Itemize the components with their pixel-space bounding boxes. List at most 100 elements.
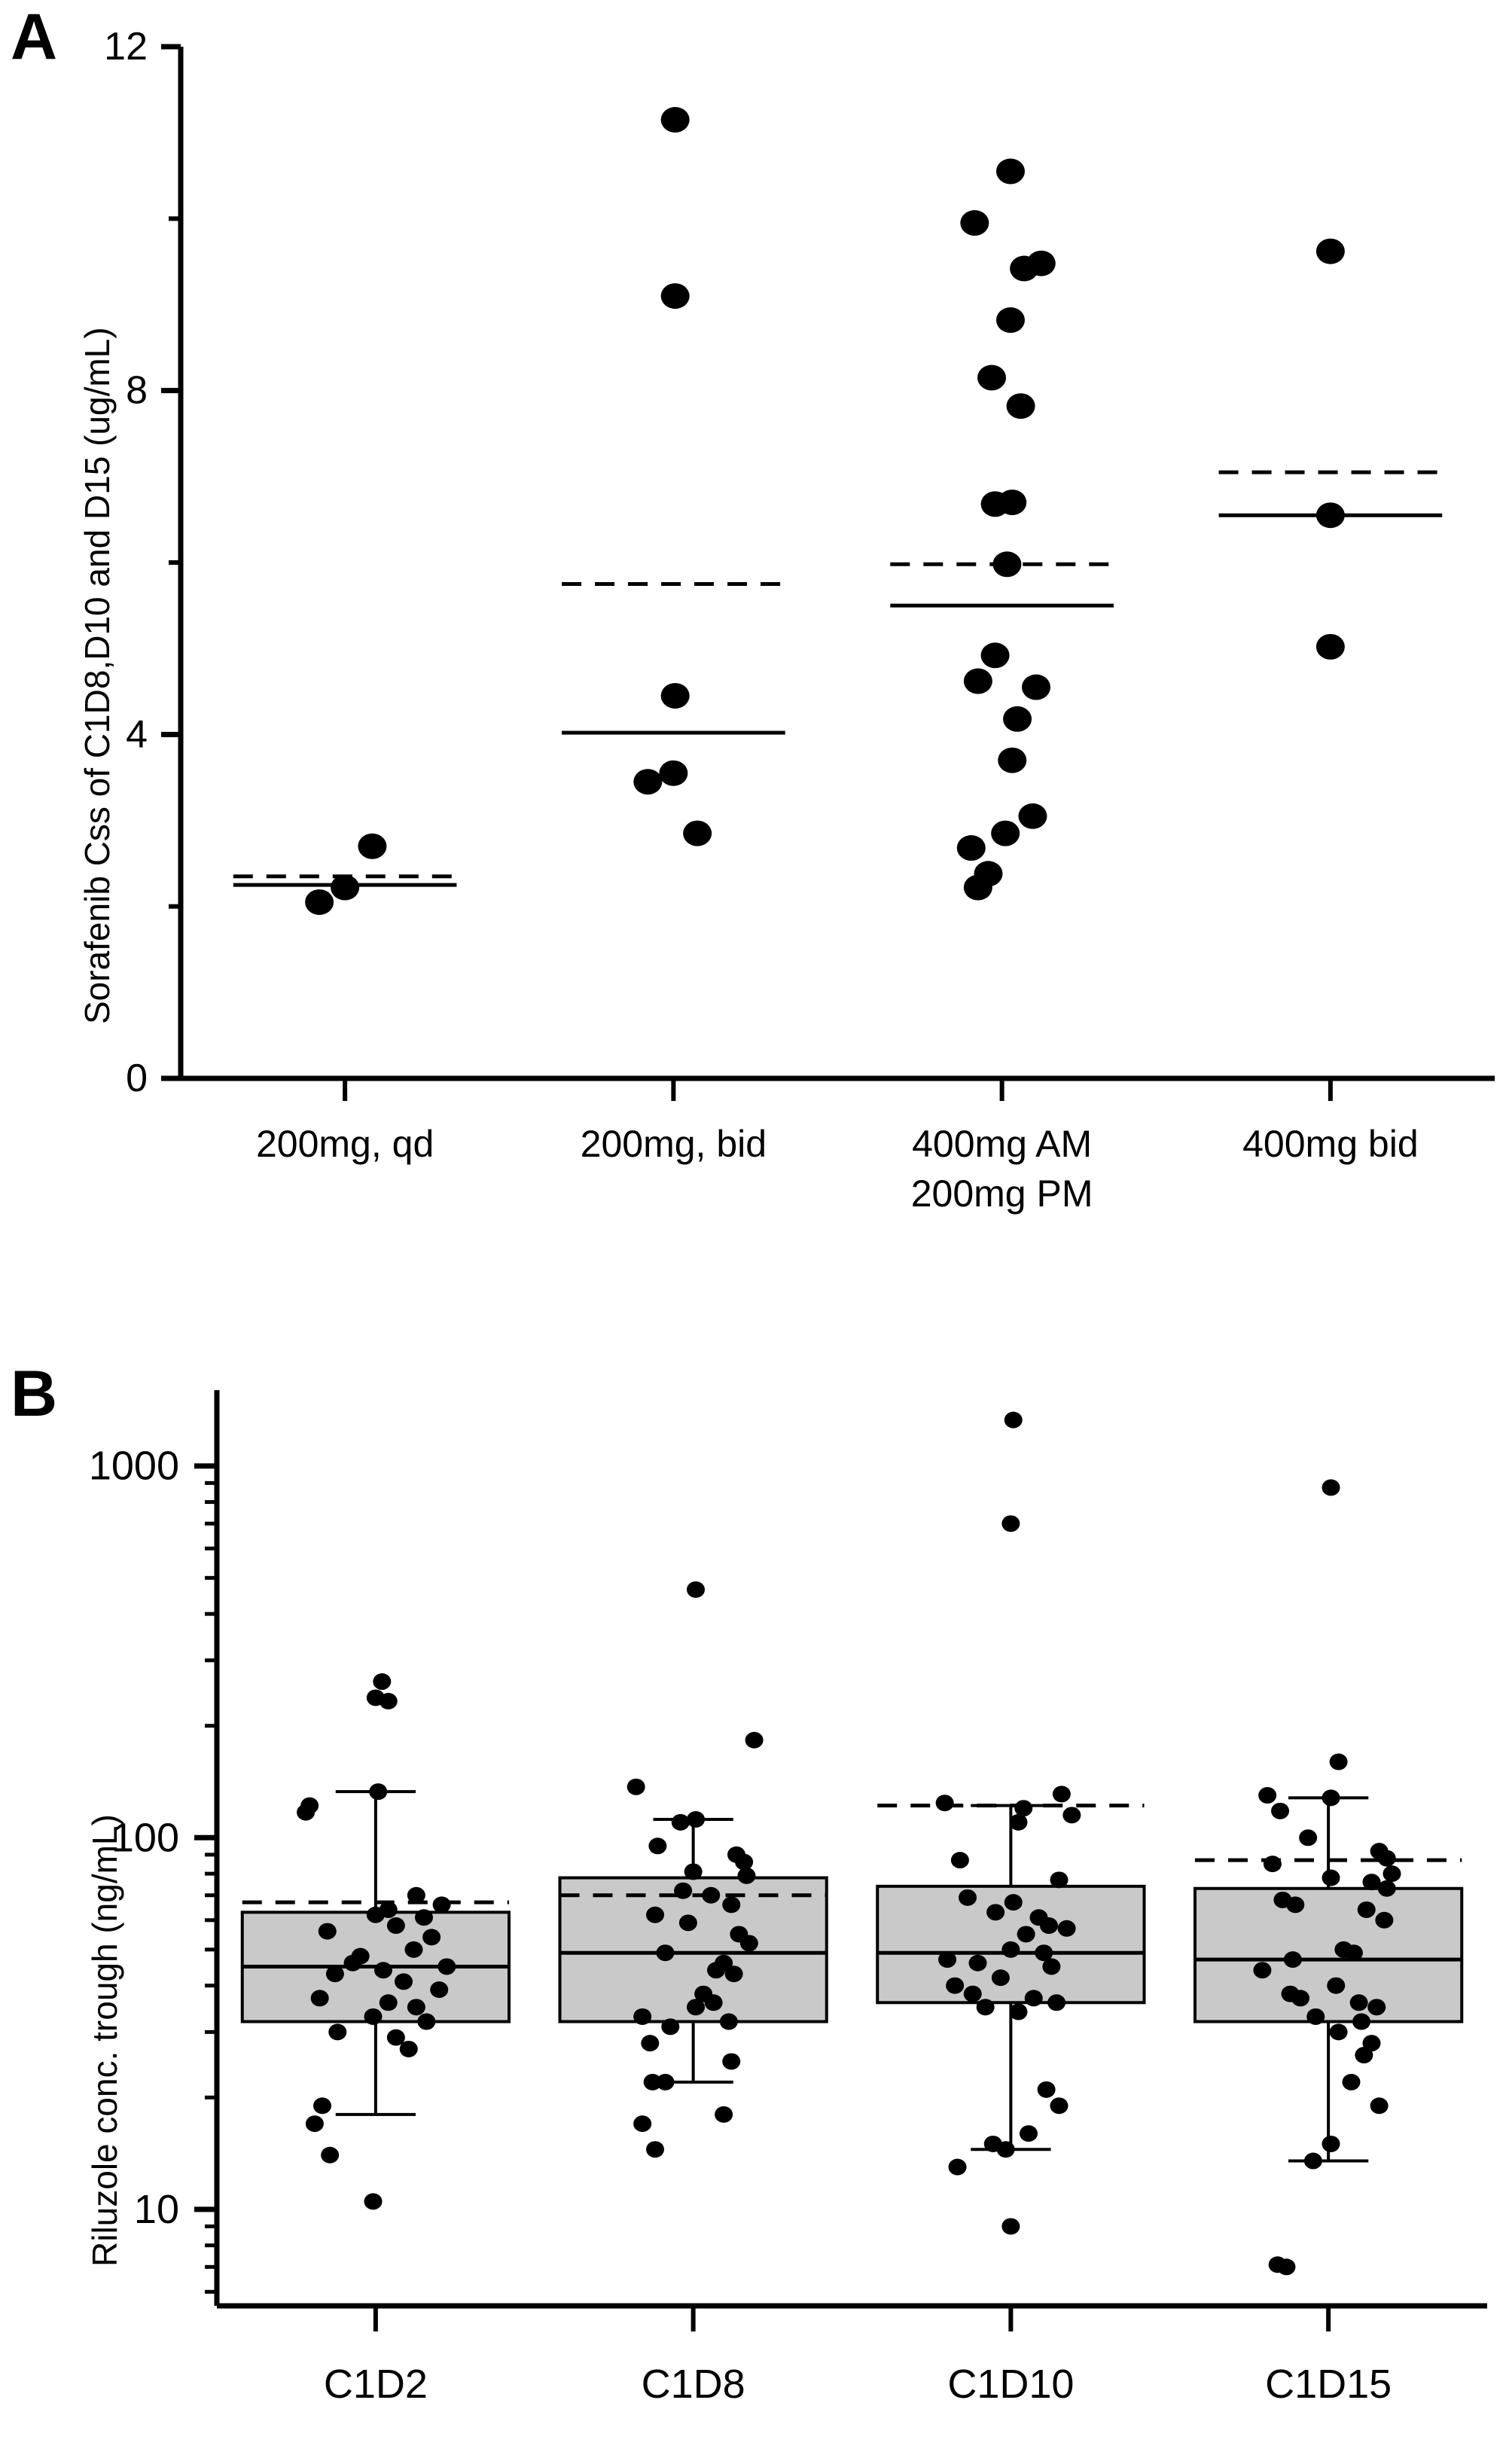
panel-b-data-point [704,1994,723,2011]
panel-a-data-point [991,820,1020,846]
panel-b-y-tick-label: 10 [134,2187,179,2232]
panel-b-data-point [648,1837,667,1855]
panel-a-data-point [1026,250,1056,276]
panel-a-data-point [660,682,690,709]
panel-b-data-point [976,1999,995,2016]
panel-a-data-point [977,364,1007,391]
panel-b-data-point [318,1923,337,1940]
panel-b-box [558,1876,828,2023]
panel-a-data-point [960,210,989,236]
panel-b-category-label: C1D15 [1265,2362,1392,2407]
panel-b-data-point [646,2141,665,2158]
panel-b-data-point [1014,1800,1033,1817]
panel-b-data-point [1009,2003,1028,2020]
panel-a-data-point [963,668,992,694]
panel-b-y-tick-label: 100 [111,1815,179,1860]
panel-b-data-point [948,2158,967,2176]
panel-b-data-point [745,1731,764,1749]
panel-b-data-point [1377,1850,1396,1867]
panel-b-data-point [735,1853,754,1871]
panel-a-category-label: 200mg, qd [256,1123,434,1165]
panel-b-data-point [373,1673,392,1691]
panel-b-data-point [1352,2013,1370,2030]
panel-a-data-point [998,489,1027,516]
panel-a-data-point [956,835,986,861]
panel-b-data-point [399,2040,418,2057]
panel-b-data-point [950,1852,969,1869]
panel-a-data-point [1315,502,1345,529]
panel-a-data-point [660,107,690,133]
panel-b-data-point [386,2029,405,2046]
panel-b-data-point [702,1886,721,1904]
panel-b-data-point [633,2115,652,2133]
panel-a-data-point [995,158,1025,184]
panel-b-data-point [1258,1787,1277,1804]
panel-b-data-point [1001,2218,1020,2235]
panel-a-data-point [331,874,360,901]
panel-b-data-point [1362,2035,1381,2052]
panel-b-data-point [1383,1865,1401,1883]
panel-b-data-point [646,1906,665,1923]
panel-b-data-point [1327,1977,1346,1994]
panel-b-data-point [1050,1871,1069,1889]
panel-b-data-point [1286,1896,1305,1914]
panel-b-data-point [935,1795,954,1812]
panel-a-category-label: 400mg bid [1242,1123,1419,1165]
panel-b-data-point [430,1981,449,1999]
panel-b-data-point [437,1958,456,1975]
panel-b-data-point [364,2008,383,2025]
panel-a-category-label: 400mg AM [912,1123,1092,1165]
panel-a-y-tick-label: 0 [126,1057,148,1100]
panel-b-data-point [1019,2125,1038,2142]
panel-b-data-point [1037,2081,1056,2098]
panel-b-data-point [1039,1917,1058,1935]
panel-b-data-point [1306,2008,1325,2025]
panel-b-data-point [946,1977,965,1994]
panel-b-data-point [1377,1880,1396,1897]
panel-b-data-point [379,1692,398,1709]
panel-b-data-point [417,2013,436,2030]
panel-b-data-point [373,1962,392,1979]
panel-b-category-label: C1D8 [642,2362,745,2407]
panel-a-data-point [992,551,1022,578]
panel-b-data-point [686,1811,705,1828]
panel-b: B Riluzole conc. trough (ng/mL) 10 100 100… [0,1318,1506,2464]
panel-b-data-point [1349,1994,1368,2011]
panel-b-data-point [328,2023,347,2041]
panel-b-y-tick-label: 1000 [89,1444,179,1489]
panel-a-data-point [633,769,663,795]
panel-a-category-label: 200mg, bid [581,1123,767,1165]
panel-b-data-point [626,1778,645,1795]
panel-a-data-point [963,874,992,901]
panel-b-data-point [1362,1874,1381,1891]
panel-b-data-point [1057,1920,1076,1937]
panel-b-data-point [986,1904,1005,1921]
panel-b-data-point [674,1882,693,1899]
panel-a-plot: 0 4 8 12 200mg, qd 200mg, bid 400mg AM 200mg PM… [104,25,1495,1215]
panel-b-data-point [656,1944,675,1962]
panel-b-data-point [959,1889,977,1906]
panel-b-data-point [379,1994,398,2011]
panel-b-data-point [432,1896,451,1914]
panel-b-data-point [1047,1994,1066,2011]
panel-a-data-point [660,283,690,310]
panel-b-box [1193,1886,1464,2023]
panel-b-category-label: C1D2 [324,2362,428,2407]
panel-b-data-point [1322,1479,1340,1496]
panel-b-data-point [407,1999,425,2016]
panel-b-data-point [671,1813,690,1831]
panel-b-data-point [1322,2135,1340,2152]
panel-b-data-point [1042,1958,1061,1975]
panel-b-data-point [991,1969,1010,1987]
panel-a-data-point [1315,238,1345,264]
panel-b-data-point [1052,1785,1071,1803]
panel-b-data-point [404,1941,423,1958]
panel-b-data-point [1004,1894,1023,1911]
panel-b-data-point [1001,1941,1020,1958]
panel-a-letter: A [11,1,58,73]
panel-b-data-point [686,1581,705,1598]
panel-a-data-point [1315,633,1345,660]
panel-b-data-point [1024,1990,1043,2007]
panel-b-data-point [724,1965,743,1983]
panel-b-data-point [1370,2097,1389,2115]
